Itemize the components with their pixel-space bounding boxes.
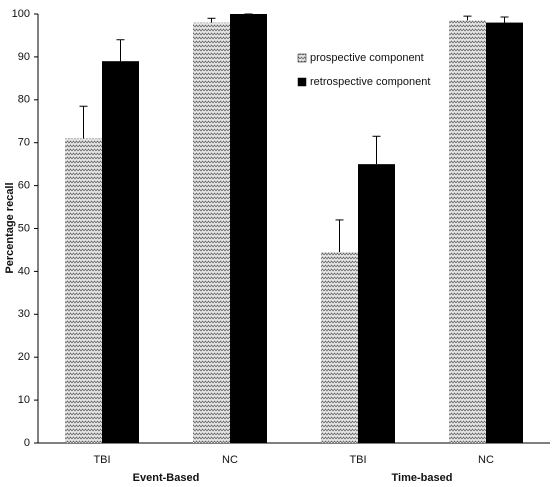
error-bar: [79, 105, 88, 139]
bar: [230, 14, 267, 443]
error-bar: [116, 39, 125, 62]
x-tick-label: TBI: [93, 454, 110, 466]
legend-swatch: [297, 53, 307, 63]
legend-swatch: [297, 77, 307, 87]
y-tick-label: 80: [18, 94, 30, 106]
x-tick-label: NC: [222, 454, 238, 466]
y-tick-label: 70: [18, 137, 30, 149]
x-tick-label: TBI: [349, 454, 366, 466]
bar: [193, 22, 230, 444]
bar: [102, 61, 139, 443]
y-tick-label: 90: [18, 51, 30, 63]
y-tick-label: 40: [18, 265, 30, 277]
legend-label: retrospective component: [310, 76, 430, 88]
x-tick-label: NC: [478, 454, 494, 466]
error-bar: [463, 15, 472, 21]
bar: [449, 20, 486, 444]
y-tick-label: 30: [18, 308, 30, 320]
legend-label: prospective component: [310, 52, 424, 64]
y-tick-label: 100: [12, 8, 30, 20]
group-label: Time-based: [392, 472, 453, 484]
group-label: Event-Based: [133, 472, 200, 484]
error-bar: [372, 135, 381, 165]
y-tick-label: 0: [24, 437, 30, 449]
y-tick-label: 10: [18, 394, 30, 406]
bar: [65, 138, 102, 443]
y-tick-label: 20: [18, 351, 30, 363]
bar: [321, 252, 358, 443]
error-bar: [207, 17, 216, 23]
error-bar: [335, 219, 344, 253]
y-tick-label: 50: [18, 222, 30, 234]
y-axis-label: Percentage recall: [4, 182, 16, 273]
bar: [358, 164, 395, 443]
error-bar: [500, 16, 509, 23]
bar: [486, 22, 523, 444]
y-tick-label: 60: [18, 180, 30, 192]
